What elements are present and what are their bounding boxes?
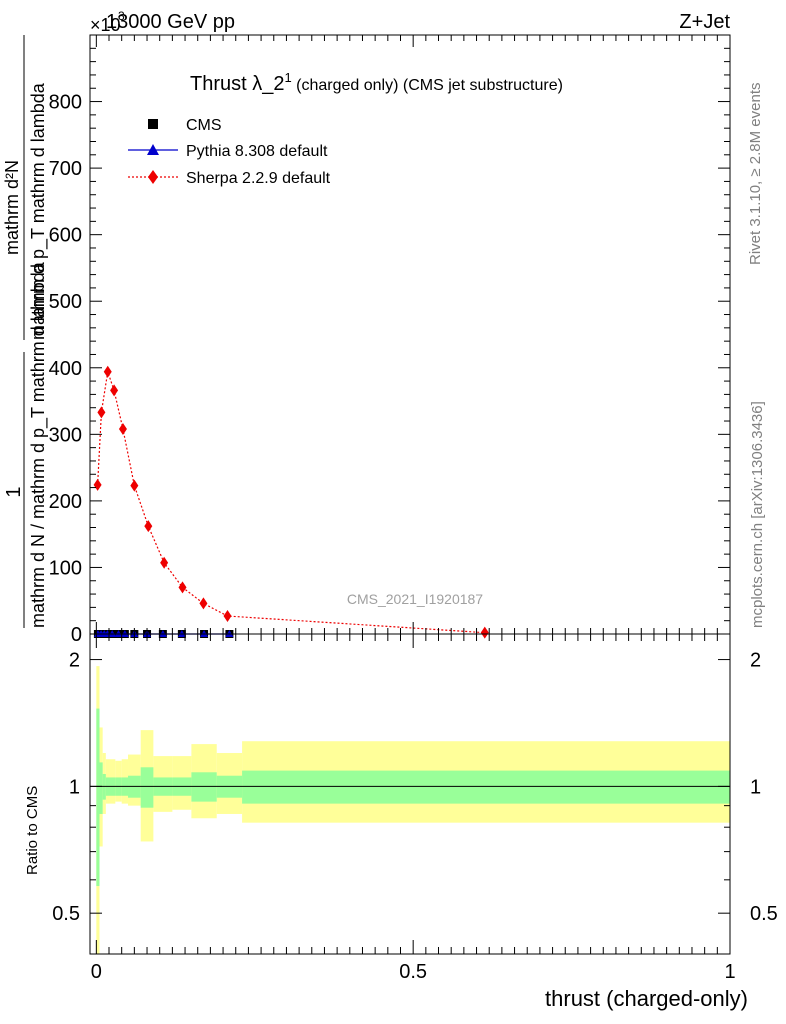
sherpa-point bbox=[480, 626, 489, 639]
ratio-y-tick-label-right: 1 bbox=[750, 776, 761, 798]
sherpa-point bbox=[160, 556, 169, 569]
ylabel-fraction-top: 1 bbox=[3, 486, 25, 497]
sherpa-point bbox=[178, 581, 187, 594]
process-label: Z+Jet bbox=[679, 11, 730, 33]
main-y-tick-label: 700 bbox=[49, 158, 82, 180]
ratio-x-tick-label: 0 bbox=[91, 961, 102, 983]
mcplots-label: mcplots.cern.ch [arXiv:1306.3436] bbox=[749, 401, 766, 628]
sherpa-point bbox=[103, 365, 112, 378]
watermark: CMS_2021_I1920187 bbox=[347, 591, 483, 607]
main-y-tick-label: 100 bbox=[49, 557, 82, 579]
ratio-plot: 0.5 0.5 1 1 2 2 0 0.5 1 Ratio to CMS thrust (cha… bbox=[24, 633, 778, 1011]
sherpa-point bbox=[110, 384, 119, 397]
legend-label-sherpa: Sherpa 2.2.9 default bbox=[186, 170, 331, 187]
legend: CMS Pythia 8.308 default Sherpa 2.2.9 de… bbox=[128, 117, 331, 187]
ratio-plot-frame bbox=[89, 633, 731, 955]
ratio-band-inner bbox=[96, 708, 100, 887]
main-y-tick-label: 0 bbox=[71, 624, 82, 646]
sherpa-point bbox=[223, 610, 232, 623]
sherpa-point bbox=[118, 423, 127, 436]
main-y-tick-label: 800 bbox=[49, 92, 82, 114]
sherpa-point bbox=[144, 520, 153, 533]
ratio-band-inner bbox=[191, 772, 217, 802]
ratio-plot-ticks: 0.5 0.5 1 1 2 2 0 0.5 1 bbox=[52, 634, 778, 983]
ratio-band-inner bbox=[140, 767, 154, 808]
ratio-x-tick-label: 0.5 bbox=[399, 961, 427, 983]
multiplier-label: ×10 bbox=[90, 15, 121, 35]
main-y-tick-label: 300 bbox=[49, 424, 82, 446]
plot-title: Thrust λ_21 (charged only) (CMS jet subs… bbox=[190, 70, 563, 95]
rivet-label: Rivet 3.1.10, ≥ 2.8M events bbox=[747, 83, 764, 266]
ratio-y-tick-label: 2 bbox=[69, 650, 80, 672]
legend-marker-cms bbox=[148, 119, 158, 129]
plot-title-sub: (charged only) (CMS jet substructure) bbox=[292, 77, 563, 94]
legend-label-cms: CMS bbox=[186, 117, 222, 134]
ratio-x-tick-label: 1 bbox=[724, 961, 735, 983]
ratio-band-inner bbox=[99, 762, 103, 814]
main-plot-ticks: 0 100 200 300 400 500 600 700 800 bbox=[49, 34, 731, 646]
ratio-y-tick-label-right: 0.5 bbox=[750, 903, 778, 925]
plot-title-main: Thrust λ_2 bbox=[190, 73, 284, 95]
plot-title-sup: 1 bbox=[284, 70, 291, 85]
ratio-band-inner bbox=[242, 770, 730, 804]
sherpa-point bbox=[93, 478, 102, 491]
main-y-axis-label: 1 mathrm d N / mathrm d p_T mathrm d lam… bbox=[2, 35, 49, 628]
main-y-tick-label: 600 bbox=[49, 225, 82, 247]
legend-label-pythia: Pythia 8.308 default bbox=[186, 143, 328, 160]
main-y-tick-label: 200 bbox=[49, 491, 82, 513]
legend-marker-pythia bbox=[147, 144, 159, 155]
main-y-tick-label: 400 bbox=[49, 358, 82, 380]
sherpa-point bbox=[97, 406, 106, 419]
energy-label: 13000 GeV pp bbox=[106, 11, 235, 33]
sherpa-point bbox=[130, 479, 139, 492]
sherpa-line bbox=[97, 371, 485, 634]
x-axis-label: thrust (charged-only) bbox=[545, 986, 748, 1011]
ratio-plot-marks bbox=[90, 666, 730, 954]
legend-marker-sherpa bbox=[148, 170, 158, 184]
ratio-y-tick-label-right: 2 bbox=[750, 650, 761, 672]
ratio-y-tick-label: 1 bbox=[69, 776, 80, 798]
main-y-tick-label: 500 bbox=[49, 291, 82, 313]
ylabel-right-bottom: mathrm d p_T mathrm d lambda bbox=[28, 82, 49, 340]
ylabel-fraction-mid: mathrm d N / mathrm d p_T mathrm d lambd… bbox=[28, 261, 49, 628]
multiplier-exponent: 3 bbox=[118, 9, 125, 23]
ylabel-right-top: mathrm d²N bbox=[2, 160, 22, 255]
ratio-y-tick-label: 0.5 bbox=[52, 903, 80, 925]
sherpa-point bbox=[199, 597, 208, 610]
ratio-y-axis-label: Ratio to CMS bbox=[24, 786, 41, 875]
